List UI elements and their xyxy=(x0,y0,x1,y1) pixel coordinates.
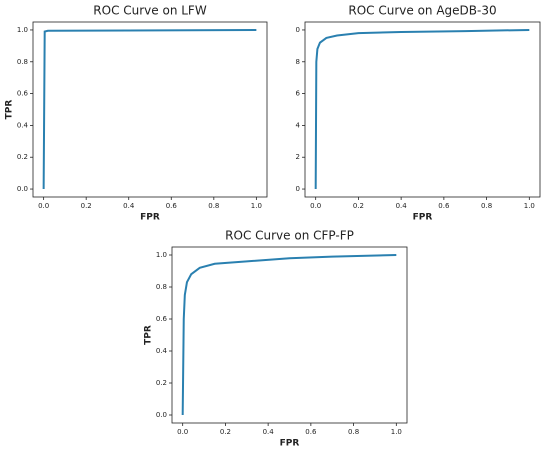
y-tick-label: 8 xyxy=(296,58,300,66)
x-axis-label: FPR xyxy=(140,213,160,223)
y-tick-label: 0.6 xyxy=(17,90,29,98)
x-tick-label: 0.0 xyxy=(177,428,188,436)
y-tick-label: 0.8 xyxy=(17,58,28,66)
y-tick-label: 0.0 xyxy=(17,185,28,193)
y-tick-label: 1.0 xyxy=(17,26,28,34)
x-tick-label: 0.6 xyxy=(305,428,317,436)
x-tick-label: 0.6 xyxy=(166,202,178,210)
x-tick-label: 0.4 xyxy=(396,202,408,210)
y-tick-label: 4 xyxy=(296,121,301,129)
x-tick-label: 1.0 xyxy=(391,428,402,436)
x-tick-label: 0.2 xyxy=(220,428,231,436)
axes-frame xyxy=(171,246,408,424)
y-tick-label: 0.8 xyxy=(156,283,167,291)
x-tick-label: 0.4 xyxy=(123,202,135,210)
chart-title: ROC Curve on CFP-FP xyxy=(225,229,354,243)
roc-curve xyxy=(314,28,530,190)
roc-curve xyxy=(42,28,257,190)
y-tick-label: 0 xyxy=(296,26,300,34)
chart-title: ROC Curve on LFW xyxy=(93,4,207,18)
x-tick-label: 0.6 xyxy=(438,202,450,210)
y-tick-label: 0.4 xyxy=(156,347,168,355)
y-axis-label: TPR xyxy=(5,100,15,120)
x-tick-label: 0.2 xyxy=(353,202,364,210)
x-tick-label: 0.0 xyxy=(38,202,49,210)
x-tick-label: 1.0 xyxy=(524,202,535,210)
x-tick-label: 0.8 xyxy=(481,202,492,210)
roc-curve xyxy=(181,254,397,416)
x-axis-label: FPR xyxy=(413,213,433,223)
x-tick-label: 1.0 xyxy=(251,202,262,210)
axes-frame xyxy=(32,21,268,198)
y-tick-label: 1.0 xyxy=(156,251,167,259)
y-tick-label: 2 xyxy=(296,153,300,161)
axes-frame xyxy=(304,21,541,198)
y-tick-label: 0.6 xyxy=(156,315,168,323)
y-tick-label: 0.2 xyxy=(17,153,28,161)
y-axis-label: TPR xyxy=(144,325,154,345)
y-tick-label: 0.4 xyxy=(17,121,29,129)
y-tick-label: 0.2 xyxy=(156,379,167,387)
y-tick-label: 0.0 xyxy=(156,411,167,419)
x-tick-label: 0.0 xyxy=(310,202,321,210)
x-tick-label: 0.2 xyxy=(81,202,92,210)
x-tick-label: 0.4 xyxy=(263,428,275,436)
y-tick-label: 6 xyxy=(296,90,301,98)
x-tick-label: 0.8 xyxy=(348,428,359,436)
x-axis-label: FPR xyxy=(280,439,300,449)
x-tick-label: 0.8 xyxy=(208,202,219,210)
y-tick-label: 0 xyxy=(296,185,300,193)
chart-title: ROC Curve on AgeDB-30 xyxy=(348,4,496,18)
